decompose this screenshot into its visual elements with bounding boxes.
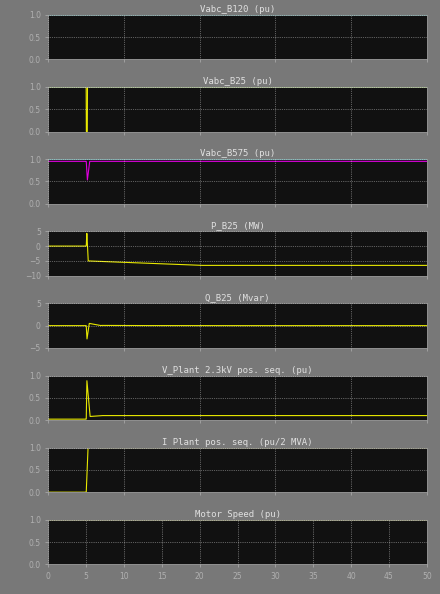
Title: V_Plant 2.3kV pos. seq. (pu): V_Plant 2.3kV pos. seq. (pu) <box>162 366 313 375</box>
Title: P_B25 (MW): P_B25 (MW) <box>211 222 264 230</box>
Title: I Plant pos. seq. (pu/2 MVA): I Plant pos. seq. (pu/2 MVA) <box>162 438 313 447</box>
Title: Vabc_B120 (pu): Vabc_B120 (pu) <box>200 5 275 14</box>
Title: Q_B25 (Mvar): Q_B25 (Mvar) <box>205 293 270 302</box>
Title: Vabc_B25 (pu): Vabc_B25 (pu) <box>203 77 272 86</box>
Title: Vabc_B575 (pu): Vabc_B575 (pu) <box>200 149 275 159</box>
Title: Motor Speed (pu): Motor Speed (pu) <box>194 510 281 519</box>
